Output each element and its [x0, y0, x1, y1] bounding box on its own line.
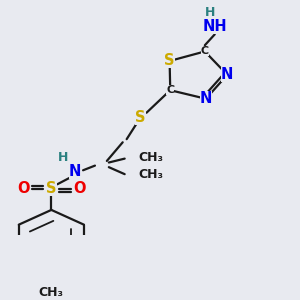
- Text: S: S: [46, 182, 57, 196]
- Text: C: C: [166, 85, 174, 95]
- Text: CH₃: CH₃: [139, 168, 164, 182]
- Text: H: H: [205, 6, 215, 19]
- Text: N: N: [200, 91, 212, 106]
- Text: O: O: [17, 182, 30, 196]
- Text: S: S: [164, 53, 175, 68]
- Text: S: S: [135, 110, 146, 125]
- Text: N: N: [221, 67, 233, 82]
- Text: CH₃: CH₃: [39, 286, 64, 299]
- Text: N: N: [69, 164, 81, 179]
- Text: H: H: [58, 151, 68, 164]
- Text: CH₃: CH₃: [139, 151, 164, 164]
- Text: NH: NH: [202, 19, 227, 34]
- Text: C: C: [201, 46, 209, 56]
- Text: O: O: [73, 182, 85, 196]
